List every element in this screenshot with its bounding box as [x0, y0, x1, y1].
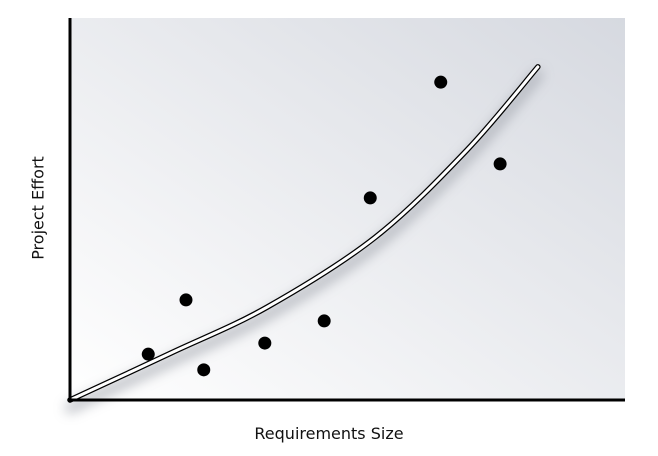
- data-point: [434, 75, 448, 89]
- data-point: [179, 293, 193, 307]
- trend-curve-shadow: [65, 69, 543, 413]
- data-point: [317, 314, 331, 328]
- y-axis-label: Project Effort: [28, 156, 48, 260]
- trend-curve: [68, 65, 540, 402]
- data-point: [141, 347, 155, 361]
- data-point: [493, 157, 507, 171]
- data-point: [258, 336, 272, 350]
- data-point: [363, 191, 377, 205]
- data-point: [197, 363, 211, 377]
- x-axis-label: Requirements Size: [254, 424, 404, 443]
